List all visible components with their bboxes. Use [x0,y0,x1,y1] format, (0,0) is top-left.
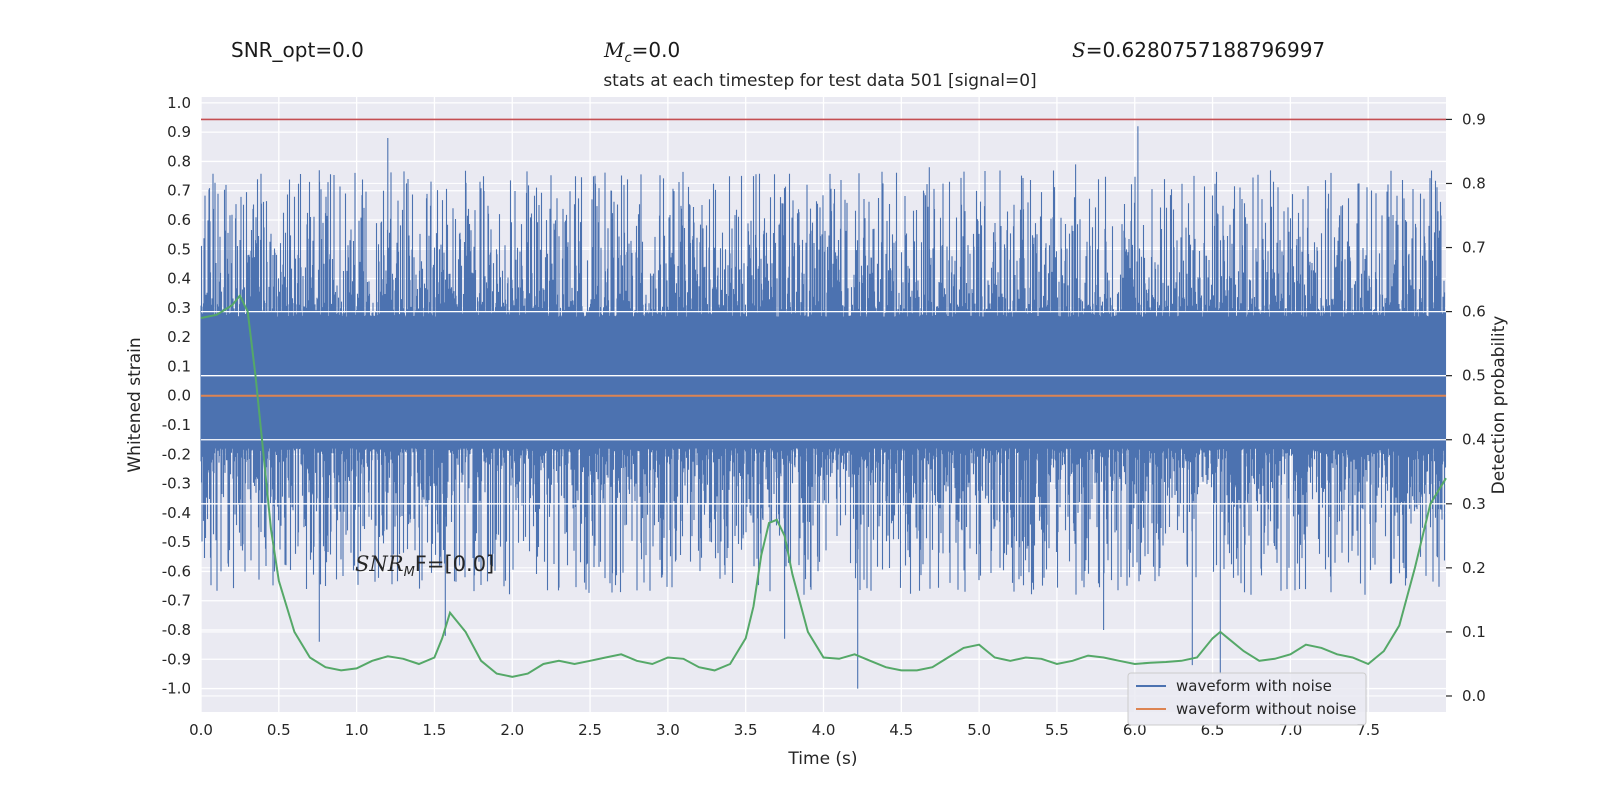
x-tick-label: 0.5 [267,721,291,739]
legend-box [1127,672,1367,726]
s-symbol: S [1072,38,1086,62]
y-tick-label-left: 0.8 [167,152,191,170]
tick-layer: 0.0 0.5 1.0 1.5 2.0 2.5 3.0 3.5 4.0 4.5 5.0 5.5 6.0 6… [162,94,1486,739]
line-layer [200,118,1447,678]
y-tick-label-right: 0.9 [1462,110,1486,128]
waveform-with-noise-core [201,316,1446,449]
x-tick-label: 1.5 [423,721,447,739]
noise-waveform-layer [200,126,1447,689]
x-tick-label: 0.0 [189,721,213,739]
x-tick-label: 3.5 [734,721,758,739]
snr-opt-label: SNR_opt=0.0 [231,38,364,62]
y-tick-label-left: 0.7 [167,182,191,200]
y-tick-label-left: -0.1 [162,416,191,434]
y-tick-label-left: -0.7 [162,592,191,610]
detection-probability-line [200,293,1447,678]
y-tick-label-left: 0.4 [167,270,191,288]
x-axis-label: Time (s) [787,749,857,769]
y-tick-label-left: 1.0 [167,94,191,112]
y-tick-label-left: -0.2 [162,445,191,463]
mc-value: =0.0 [631,38,681,62]
y-axis-label-left: Whitened strain [125,337,145,472]
y-tick-label-left: -0.9 [162,650,191,668]
s-value: =0.6280757188796997 [1085,38,1326,62]
y-tick-label-right: 0.6 [1462,303,1486,321]
x-tick-label: 3.0 [656,721,680,739]
y-tick-label-right: 0.5 [1462,367,1486,385]
chirp-mass-label: Mc=0.0 [604,38,680,66]
y-tick-label-right: 0.3 [1462,495,1486,513]
x-tick-label: 5.5 [1045,721,1069,739]
y-tick-label-left: 0.0 [167,387,191,405]
x-tick-label: 5.0 [967,721,991,739]
y-tick-label-left: 0.5 [167,240,191,258]
legend: waveform with noise waveform without noi… [1127,672,1367,726]
y-tick-label-right: 0.1 [1462,623,1486,641]
y-tick-label-left: 0.1 [167,357,191,375]
x-tick-label: 1.0 [345,721,369,739]
plot-title: stats at each timestep for test data 501… [603,71,1037,91]
legend-label-clean: waveform without noise [1176,700,1356,718]
y-tick-label-left: -0.8 [162,621,191,639]
y-tick-label-left: 0.2 [167,328,191,346]
x-tick-label: 4.5 [889,721,913,739]
snr-mf-subscript: M [403,565,415,581]
snr-mf-value: F=[0.0] [414,552,495,576]
y-tick-label-right: 0.2 [1462,559,1486,577]
y-tick-label-right: 0.0 [1462,687,1486,705]
snr-mf-label: SNRMF=[0.0] [355,552,494,580]
y-tick-label-right: 0.4 [1462,431,1486,449]
x-tick-label: 4.0 [812,721,836,739]
y-tick-label-left: -1.0 [162,680,191,698]
y-tick-label-left: 0.3 [167,299,191,317]
y-tick-label-left: 0.9 [167,123,191,141]
s-stat-label: S=0.6280757188796997 [1072,38,1325,62]
legend-label-noise: waveform with noise [1176,677,1332,695]
y-tick-label-right: 0.7 [1462,239,1486,257]
snr-opt-text: SNR_opt=0.0 [231,38,364,62]
y-axis-label-right: Detection probability [1489,316,1509,495]
snr-mf-symbol: SNR [355,552,404,576]
mc-subscript: c [624,51,632,66]
y-tick-label-left: 0.6 [167,211,191,229]
x-tick-label: 2.0 [500,721,524,739]
mc-symbol: M [604,38,625,62]
y-tick-label-left: -0.3 [162,475,191,493]
x-tick-label: 2.5 [578,721,602,739]
y-tick-label-right: 0.8 [1462,174,1486,192]
y-tick-label-left: -0.5 [162,533,191,551]
y-tick-label-left: -0.6 [162,562,191,580]
y-tick-label-left: -0.4 [162,504,191,522]
